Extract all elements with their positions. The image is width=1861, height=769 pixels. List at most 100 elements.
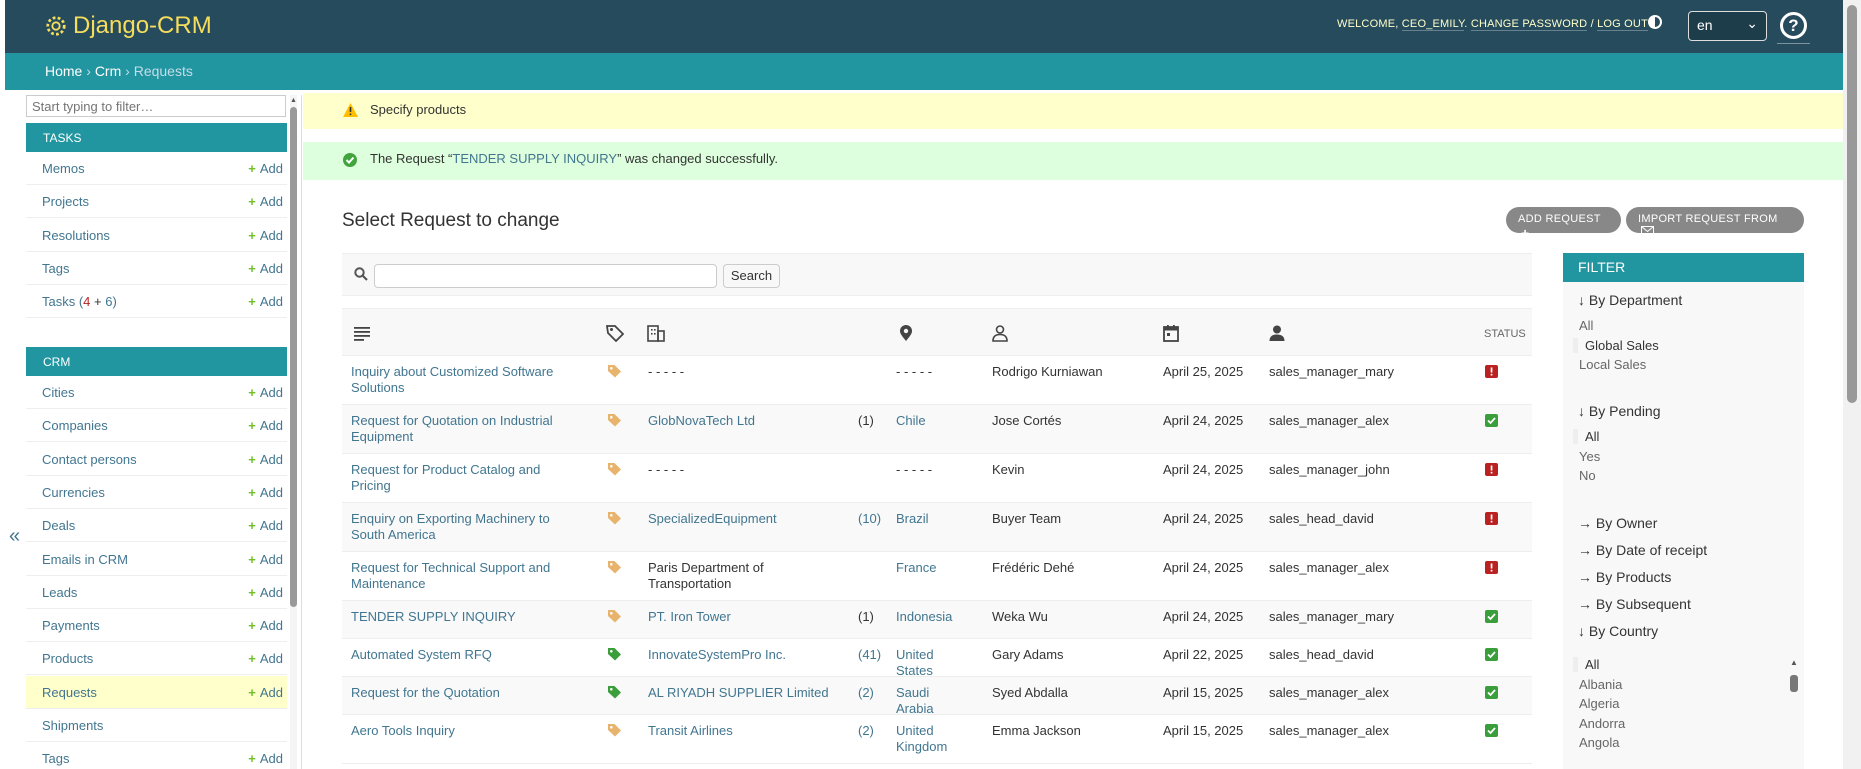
sidebar-item-leads[interactable]: Leads + Add [26, 576, 287, 609]
request-name-link[interactable]: Inquiry about Customized Software Soluti… [351, 364, 554, 395]
import-request-button[interactable]: IMPORT REQUEST FROM [1626, 207, 1804, 237]
request-name-link[interactable]: Automated System RFQ [351, 647, 492, 662]
pending-option[interactable]: All [1573, 429, 1599, 444]
company-column-icon[interactable] [647, 324, 665, 342]
sidebar-item-currencies[interactable]: Currencies + Add [26, 476, 287, 509]
sidebar-item-projects[interactable]: Projects + Add [26, 185, 287, 219]
request-name-link[interactable]: Enquiry on Exporting Machinery to South … [351, 511, 550, 542]
filter-by-department[interactable]: ↓ By Department [1578, 292, 1683, 308]
country-cell[interactable]: United Kingdom [896, 723, 948, 754]
sidebar-item-tags[interactable]: Tags + Add [26, 742, 287, 769]
location-column-icon[interactable] [897, 324, 915, 342]
country-option[interactable]: Algeria [1579, 696, 1620, 711]
add-contact-persons-button[interactable]: + Add [248, 452, 283, 467]
department-option[interactable]: All [1579, 318, 1594, 333]
sidebar-item-shipments[interactable]: Shipments [26, 709, 287, 742]
app-caption-tasks[interactable]: TASKS [26, 123, 287, 152]
filter-by-subsequent[interactable]: → By Subsequent [1578, 596, 1691, 612]
sidebar-item-label[interactable]: Requests [42, 684, 97, 700]
sidebar-item-label[interactable]: Leads [42, 584, 78, 600]
sidebar-item-label[interactable]: Tags [42, 260, 70, 276]
pending-option[interactable]: Yes [1579, 448, 1601, 464]
country-cell[interactable]: Saudi Arabia [896, 685, 934, 716]
success-object-link[interactable]: TENDER SUPPLY INQUIRY [452, 151, 618, 166]
status-column-header[interactable]: STATUS [1484, 328, 1526, 340]
filter-by-country[interactable]: ↓ By Country [1578, 623, 1659, 639]
sidebar-item-label[interactable]: Products [42, 651, 94, 667]
tag-icon[interactable] [607, 413, 622, 428]
add-resolutions-button[interactable]: + Add [248, 228, 283, 243]
company-cell[interactable]: GlobNovaTech Ltd [648, 413, 755, 428]
tag-icon[interactable] [607, 364, 622, 379]
sidebar-item-emails-in-crm[interactable]: Emails in CRM + Add [26, 543, 287, 576]
country-option[interactable]: Andorra [1579, 715, 1626, 731]
breadcrumb-home[interactable]: Home [45, 63, 83, 79]
add-tasks-button[interactable]: + Add [248, 294, 283, 309]
add-currencies-button[interactable]: + Add [248, 485, 283, 500]
country-filter-scrollbar[interactable]: ▲ [1790, 658, 1798, 769]
request-name-link[interactable]: Request for Quotation on Industrial Equi… [351, 413, 553, 444]
pending-option[interactable]: No [1579, 468, 1596, 483]
company-cell[interactable]: AL RIYADH SUPPLIER Limited [648, 685, 829, 700]
page-scrollbar-thumb[interactable] [1847, 5, 1857, 403]
scroll-up-icon[interactable]: ▲ [1790, 658, 1798, 667]
request-name-link[interactable]: TENDER SUPPLY INQUIRY [351, 609, 516, 624]
company-deals-count[interactable]: (41) [858, 647, 882, 662]
sidebar-item-contact-persons[interactable]: Contact persons + Add [26, 443, 287, 476]
sidebar-item-label[interactable]: Companies [42, 418, 108, 434]
add-tags-button[interactable]: + Add [248, 261, 283, 276]
sidebar-scrollbar[interactable]: ▲ [290, 95, 297, 769]
sidebar-item-cities[interactable]: Cities + Add [26, 376, 287, 409]
add-tags-button[interactable]: + Add [248, 751, 283, 766]
country-cell[interactable]: Brazil [896, 511, 929, 526]
sidebar-item-label[interactable]: Payments [42, 618, 100, 634]
filter-by-products[interactable]: → By Products [1578, 569, 1672, 585]
sidebar-item-label[interactable]: Currencies [42, 484, 105, 500]
company-cell[interactable]: PT. Iron Tower [648, 609, 731, 624]
add-companies-button[interactable]: + Add [248, 418, 283, 433]
tag-icon[interactable] [607, 511, 622, 526]
sidebar-item-tasks[interactable]: Tasks (4 + 6) + Add [26, 285, 287, 319]
company-deals-count[interactable]: (2) [858, 723, 874, 738]
department-option[interactable]: Global Sales [1573, 337, 1659, 353]
sidebar-item-companies[interactable]: Companies + Add [26, 409, 287, 443]
add-leads-button[interactable]: + Add [248, 585, 283, 600]
sidebar-item-memos[interactable]: Memos + Add [26, 152, 287, 185]
request-name-link[interactable]: Request for Technical Support and Mainte… [351, 560, 551, 591]
page-scrollbar[interactable] [1843, 0, 1861, 769]
country-filter-scrollbar-thumb[interactable] [1790, 675, 1798, 692]
theme-toggle-icon[interactable] [1648, 15, 1662, 29]
sidebar-item-label[interactable]: Deals [42, 518, 76, 534]
search-button[interactable]: Search [723, 264, 780, 288]
logout-link[interactable]: LOG OUT [1597, 18, 1648, 31]
company-deals-count[interactable]: (2) [858, 685, 874, 700]
country-option[interactable]: Angola [1579, 735, 1620, 750]
company-cell[interactable]: Transit Airlines [648, 723, 733, 738]
sidebar-item-label[interactable]: Cities [42, 385, 75, 400]
sidebar-item-products[interactable]: Products + Add [26, 642, 287, 676]
add-request-button[interactable]: ADD REQUEST + [1506, 207, 1621, 241]
add-projects-button[interactable]: + Add [248, 194, 283, 209]
request-name-link[interactable]: Request for the Quotation [351, 685, 500, 700]
help-icon[interactable]: ? [1780, 12, 1807, 39]
company-deals-count[interactable]: (10) [858, 511, 882, 526]
change-password-link[interactable]: CHANGE PASSWORD [1470, 18, 1588, 31]
country-cell[interactable]: United States [896, 647, 934, 678]
calendar-column-icon[interactable] [1162, 324, 1180, 342]
add-cities-button[interactable]: + Add [248, 385, 283, 400]
tag-icon[interactable] [607, 560, 622, 575]
country-cell[interactable]: Indonesia [896, 609, 953, 624]
site-branding[interactable]: Django-CRM [45, 12, 212, 40]
add-emails-in-crm-button[interactable]: + Add [248, 552, 283, 567]
language-select[interactable]: en ⌄ [1688, 11, 1767, 41]
sidebar-item-label[interactable]: Tasks ( [42, 294, 84, 310]
request-name-link[interactable]: Aero Tools Inquiry [351, 723, 455, 738]
company-cell[interactable]: InnovateSystemPro Inc. [648, 647, 787, 662]
tag-icon[interactable] [607, 462, 622, 477]
country-cell[interactable]: Chile [896, 413, 926, 428]
tag-icon[interactable] [607, 685, 622, 700]
search-input[interactable] [374, 264, 717, 288]
department-option[interactable]: Local Sales [1579, 357, 1647, 372]
contact-column-icon[interactable] [991, 324, 1009, 342]
sidebar-item-label[interactable]: Memos [42, 161, 85, 176]
